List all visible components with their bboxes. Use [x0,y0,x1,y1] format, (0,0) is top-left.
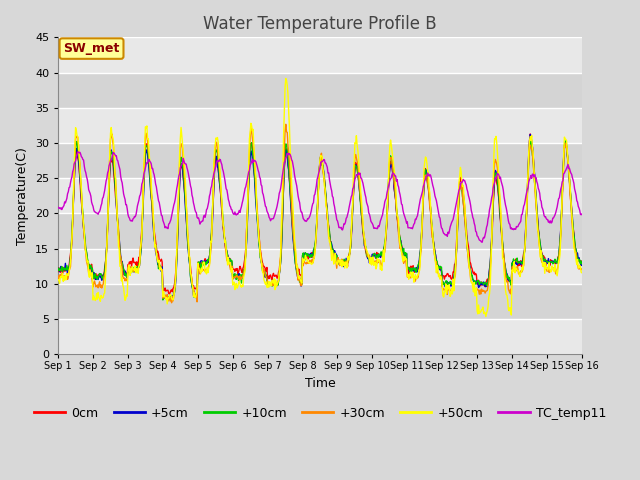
+50cm [169,297,177,303]
0cm [578,258,586,264]
0cm [531,184,539,190]
+10cm [415,260,423,266]
0cm [170,285,178,290]
+50cm [54,277,62,283]
+30cm [193,293,200,299]
Bar [58,108,582,143]
Bar [58,249,582,284]
Title: Water Temperature Profile B: Water Temperature Profile B [203,15,437,33]
TC_temp11 [415,204,423,210]
Bar [58,37,582,72]
+10cm [531,180,538,185]
Bar [58,72,582,108]
Legend: 0cm, +5cm, +10cm, +30cm, +50cm, TC_temp11: 0cm, +5cm, +10cm, +30cm, +50cm, TC_temp1… [29,402,611,424]
0cm [415,261,423,266]
TC_temp11 [531,175,539,181]
TC_temp11 [193,210,200,216]
+50cm [312,228,320,234]
+30cm [416,264,424,269]
0cm [364,254,371,260]
+50cm [482,313,490,319]
+30cm [168,300,175,306]
+30cm [54,273,62,279]
Line: TC_temp11: TC_temp11 [58,152,582,242]
Line: 0cm: 0cm [58,134,582,294]
+30cm [170,293,178,299]
+5cm [526,132,534,137]
Line: +10cm: +10cm [58,141,582,300]
+30cm [313,218,321,224]
Line: +30cm: +30cm [58,124,582,303]
+10cm [312,226,320,232]
0cm [193,287,200,292]
TC_temp11 [170,202,178,208]
X-axis label: Time: Time [305,377,335,390]
TC_temp11 [364,202,371,207]
TC_temp11 [478,240,486,245]
+10cm [562,138,570,144]
+30cm [578,267,586,273]
+5cm [415,262,423,267]
+30cm [282,121,290,127]
+30cm [364,254,372,260]
Line: +5cm: +5cm [58,134,582,300]
+5cm [364,254,371,260]
+5cm [531,186,539,192]
+50cm [531,187,539,193]
Line: +50cm: +50cm [58,79,582,316]
Bar [58,319,582,354]
Bar [58,284,582,319]
+50cm [364,249,371,255]
0cm [166,291,173,297]
+50cm [192,295,200,300]
0cm [54,269,62,275]
+5cm [165,297,173,302]
TC_temp11 [578,211,586,217]
+10cm [159,297,166,303]
+5cm [54,266,62,272]
TC_temp11 [54,204,62,210]
+50cm [578,270,586,276]
+50cm [282,76,290,82]
+50cm [415,267,423,273]
TC_temp11 [312,183,320,189]
Bar [58,143,582,178]
+10cm [170,289,178,295]
+10cm [54,268,62,274]
0cm [526,131,534,137]
Text: SW_met: SW_met [63,42,120,55]
TC_temp11 [74,149,82,155]
Bar [58,213,582,249]
+5cm [578,259,586,265]
+5cm [193,295,200,301]
+10cm [364,252,371,258]
+30cm [531,193,539,199]
+5cm [170,292,178,298]
Bar [58,178,582,213]
+10cm [578,261,586,267]
0cm [312,227,320,232]
+10cm [193,292,200,298]
Y-axis label: Temperature(C): Temperature(C) [17,147,29,245]
+5cm [312,226,320,231]
